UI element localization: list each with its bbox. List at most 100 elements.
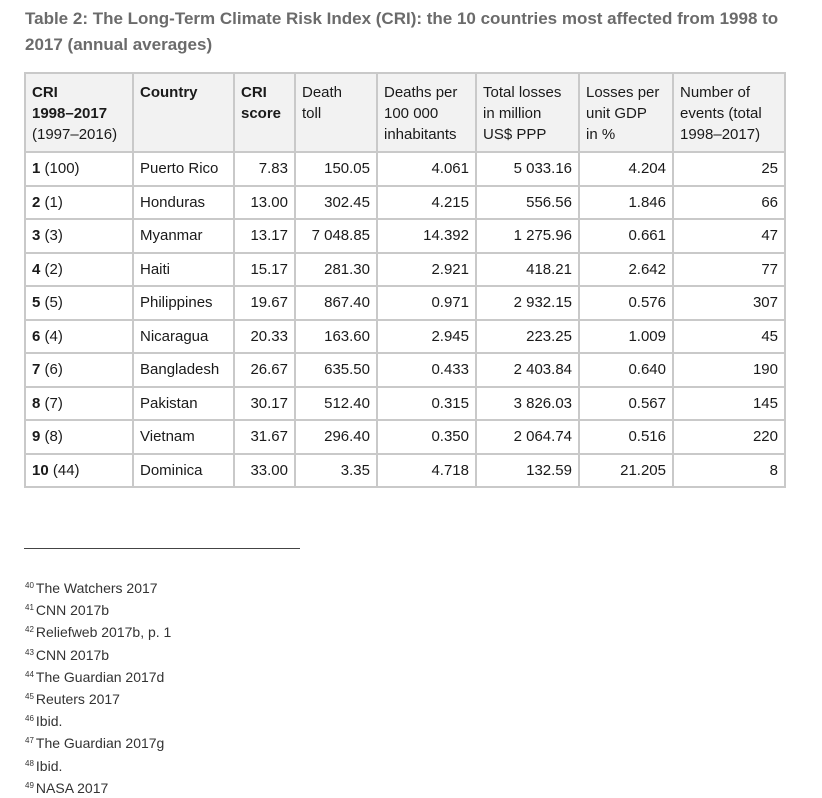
table-row: 6 (4) Nicaragua 20.33 163.60 2.945 223.25 1.00…	[24, 318, 786, 354]
table-row: 10 (44) Dominica 33.00 3.35 4.718 132.59 21.20…	[24, 452, 786, 488]
events-cell: 8	[672, 452, 786, 488]
deaths-per-100k-cell: 2.921	[376, 251, 477, 287]
previous-rank: (100)	[44, 160, 80, 178]
score-cell: 26.67	[233, 352, 296, 388]
column-header-line: Death	[302, 84, 343, 101]
column-header-line: Total losses	[483, 84, 562, 101]
score-cell: 33.00	[233, 452, 296, 488]
previous-rank: (8)	[44, 428, 63, 446]
cri-rank-cell: 10 (44)	[24, 452, 134, 488]
footnote-number: 46	[25, 714, 34, 724]
deaths-per-100k-cell: 0.350	[376, 419, 477, 455]
deaths-per-100k-cell: 0.433	[376, 352, 477, 388]
losses-cell: 2 064.74	[475, 419, 580, 455]
country-cell: Pakistan	[132, 385, 235, 421]
losses-gdp-cell: 0.640	[578, 352, 674, 388]
score-cell: 15.17	[233, 251, 296, 287]
footnote-number: 43	[25, 647, 34, 657]
table-row: 7 (6) Bangladesh 26.67 635.50 0.433 2 403.84 0…	[24, 352, 786, 388]
table-row: 5 (5) Philippines 19.67 867.40 0.971 2 932.15…	[24, 285, 786, 321]
losses-cell: 5 033.16	[475, 151, 580, 187]
column-header-line: Number of	[680, 84, 751, 101]
column-header-line: inhabitants	[384, 126, 457, 143]
losses-cell: 1 275.96	[475, 218, 580, 254]
country-cell: Puerto Rico	[132, 151, 235, 187]
deaths-cell: 150.05	[294, 151, 378, 187]
footnote-text: The Guardian 2017d	[35, 668, 165, 685]
column-header-line: 100 000	[384, 105, 439, 122]
cri-rank-cell: 1 (100)	[24, 151, 134, 187]
country-cell: Nicaragua	[132, 318, 235, 354]
cri-rank: 10	[32, 461, 49, 479]
cri-rank: 7	[32, 361, 41, 379]
score-cell: 13.00	[233, 184, 296, 220]
footnote: 41 CNN 2017b	[25, 598, 171, 620]
country-cell: Philippines	[132, 285, 235, 321]
losses-cell: 132.59	[475, 452, 580, 488]
column-header-line: CRI	[241, 84, 267, 101]
previous-rank: (2)	[44, 260, 63, 278]
cri-rank: 1	[32, 160, 41, 178]
cri-rank-cell: 3 (3)	[24, 218, 134, 254]
previous-rank: (6)	[44, 361, 63, 379]
score-cell: 31.67	[233, 419, 296, 455]
events-cell: 220	[672, 419, 786, 455]
events-cell: 190	[672, 352, 786, 388]
column-header: Losses per unit GDP in %	[578, 72, 674, 153]
events-cell: 47	[672, 218, 786, 254]
deaths-per-100k-cell: 2.945	[376, 318, 477, 354]
losses-cell: 418.21	[475, 251, 580, 287]
table-row: 4 (2) Haiti 15.17 281.30 2.921 418.21 2.642 77	[24, 251, 786, 287]
footnote-text: NASA 2017	[35, 779, 109, 796]
column-header-line: 1998–2017	[32, 105, 108, 122]
footnote-number: 41	[25, 603, 34, 613]
deaths-cell: 512.40	[294, 385, 378, 421]
table-row: 3 (3) Myanmar 13.17 7 048.85 14.392 1 275.96 0…	[24, 218, 786, 254]
previous-rank: (4)	[44, 327, 63, 345]
losses-cell: 556.56	[475, 184, 580, 220]
score-cell: 7.83	[233, 151, 296, 187]
losses-cell: 2 403.84	[475, 352, 580, 388]
column-header-line: toll	[302, 105, 322, 122]
column-header-line: score	[241, 105, 282, 122]
cri-rank: 4	[32, 260, 41, 278]
losses-gdp-cell: 2.642	[578, 251, 674, 287]
events-cell: 66	[672, 184, 786, 220]
footnote-number: 42	[25, 625, 34, 635]
footnote-text: CNN 2017b	[35, 646, 110, 663]
footnote-text: The Guardian 2017g	[35, 735, 165, 752]
footnote: 43 CNN 2017b	[25, 643, 171, 665]
footnote-text: CNN 2017b	[35, 602, 110, 619]
cri-rank-cell: 6 (4)	[24, 318, 134, 354]
column-header-line: 1998–2017)	[680, 126, 761, 143]
column-header-line: events (total	[680, 105, 762, 122]
score-cell: 19.67	[233, 285, 296, 321]
column-header-line: unit GDP	[586, 105, 647, 122]
previous-rank: (44)	[52, 461, 80, 479]
events-cell: 307	[672, 285, 786, 321]
previous-rank: (5)	[44, 294, 63, 312]
column-header: Country	[132, 72, 235, 153]
footnote-list: 40 The Watchers 2017 41 CNN 2017b 42 Reliefwe…	[25, 576, 171, 798]
footnote-divider	[24, 548, 300, 549]
column-header-line: Country	[140, 84, 198, 101]
table-header-row: CRI 1998–2017 (1997–2016) Country CRI score De…	[24, 72, 786, 153]
column-header-line: Deaths per	[384, 84, 458, 101]
deaths-per-100k-cell: 4.215	[376, 184, 477, 220]
losses-gdp-cell: 0.567	[578, 385, 674, 421]
cri-rank-cell: 8 (7)	[24, 385, 134, 421]
footnote-text: The Watchers 2017	[35, 580, 158, 596]
previous-rank: (7)	[44, 394, 63, 412]
footnote: 45 Reuters 2017	[25, 687, 171, 709]
cri-rank-cell: 9 (8)	[24, 419, 134, 455]
footnote-text: Reliefweb 2017b, p. 1	[35, 624, 172, 641]
column-header-line: CRI	[32, 84, 58, 101]
losses-gdp-cell: 4.204	[578, 151, 674, 187]
previous-rank: (3)	[44, 227, 63, 245]
cri-rank: 5	[32, 294, 41, 312]
footnote: 48 Ibid.	[25, 754, 171, 776]
column-header: Deaths per 100 000 inhabitants	[376, 72, 477, 153]
footnote-number: 45	[25, 692, 34, 702]
losses-gdp-cell: 0.516	[578, 419, 674, 455]
deaths-cell: 867.40	[294, 285, 378, 321]
